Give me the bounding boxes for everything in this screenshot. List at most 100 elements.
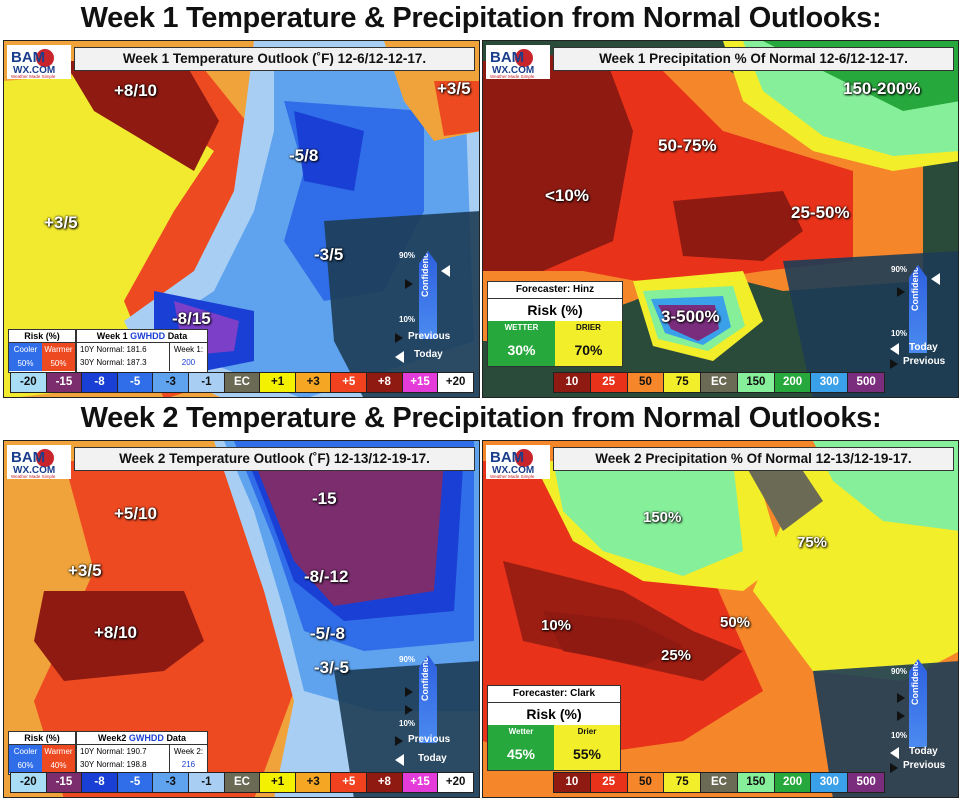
w1p-label-3: <10% [545, 186, 589, 205]
w2t-conf-label: Confidence [420, 651, 430, 701]
w2t-conf-high: 90% [399, 655, 416, 664]
w2t-gwhdd-wk-label: Week 2: [173, 747, 204, 756]
w1t-previous-text: Previous [408, 331, 451, 342]
w1t-risk-cooler: Cooler [9, 343, 42, 357]
temp-legend-swatch: +3 [295, 773, 332, 792]
w2t-risk-box: Risk (%) Cooler Warmer 60% 40% [8, 731, 76, 775]
temp-legend-swatch: +3 [295, 373, 332, 392]
temp-legend-swatch: -3 [153, 373, 190, 392]
w1p-label-2: 50-75% [658, 136, 717, 155]
w2p-wetter-val: 45% [488, 738, 554, 770]
w2p-forecaster: Forecaster: Clark [488, 686, 620, 703]
w2t-previous-marker-icon [405, 687, 413, 697]
w2t-label-5: +8/10 [94, 623, 138, 642]
w2p-previous-text: Previous [903, 760, 946, 771]
w1p-wetter-val: 30% [488, 334, 555, 366]
w2t-label-4: -8/-12 [304, 567, 349, 586]
w1p-conf-low: 10% [891, 329, 908, 338]
w2t-gwhdd-week: Week2 [98, 733, 127, 743]
w2t-color-legend: -20 -15 -8 -5 -3 -1 EC +1 +3 +5 +8 +15 +20 [10, 772, 474, 793]
w1t-risk-title: Risk (%) [9, 330, 75, 343]
temp-legend-swatch: +8 [367, 773, 403, 792]
w2p-risk-title: Risk (%) [526, 706, 582, 722]
w1p-conf-label: Confidence [910, 261, 920, 311]
precip-legend-swatch: 25 [590, 773, 628, 792]
w1t-color-legend: -20 -15 -8 -5 -3 -1 EC +1 +3 +5 +8 +15 +20 [10, 372, 474, 393]
temp-legend-swatch: -20 [11, 373, 47, 392]
w2p-today-icon [890, 747, 899, 759]
w2t-risk-warmer-val: 40% [42, 759, 75, 773]
bamwx-logo-image: BAM WX.COM Weather Made Simple [7, 45, 71, 79]
w2p-label-2: 75% [797, 534, 828, 551]
temp-legend-swatch: -3 [153, 773, 190, 792]
week2-precipitation-panel: Week 2 Precipitation % Of Normal 12-13/1… [482, 440, 959, 798]
svg-text:Weather Made Simple: Weather Made Simple [11, 474, 56, 479]
bamwx-logo-2: BAM WX.COM Weather Made Simple [486, 45, 550, 79]
w2t-gwhdd-10y: 10Y Normal: 190.7 [80, 747, 147, 756]
w1t-gwhdd-30y: 30Y Normal: 187.3 [80, 358, 147, 367]
w1p-confidence: 90% 10% Confidence [889, 251, 941, 361]
svg-text:BAM: BAM [11, 49, 45, 66]
w1t-risk-warmer: Warmer [42, 343, 75, 357]
w2p-color-legend: 10 25 50 75 EC 150 200 300 500 [553, 772, 885, 793]
w1t-conf-low: 10% [399, 315, 416, 324]
week2-precipitation-title: Week 2 Precipitation % Of Normal 12-13/1… [553, 447, 954, 471]
w1p-previous-marker-icon [897, 287, 905, 297]
w2t-gwhdd-30y: 30Y Normal: 198.8 [80, 760, 147, 769]
w1p-wetter: WETTER [488, 321, 555, 334]
temp-legend-swatch: -5 [117, 373, 154, 392]
w2t-today-icon [395, 754, 404, 766]
w1t-label-3: -5/8 [289, 146, 319, 165]
w1p-drier: DRIER [555, 321, 622, 334]
w1t-label-1: +8/10 [114, 81, 158, 100]
precip-legend-swatch: 10 [554, 773, 591, 792]
w2t-previous-marker-icon-2 [405, 705, 413, 715]
precip-legend-swatch: 150 [737, 773, 775, 792]
w1t-label-2: +3/5 [44, 213, 78, 232]
precip-legend-swatch: 500 [848, 373, 885, 392]
w2p-conf-bar: Confidence [909, 659, 927, 747]
w2t-label-2: -15 [312, 489, 337, 508]
w1t-today-text: Today [414, 349, 443, 360]
w2t-conf-bar: Confidence [419, 655, 437, 743]
w1t-conf-high: 90% [399, 251, 416, 260]
w1t-label-5: -3/5 [314, 245, 344, 264]
svg-text:WX.COM: WX.COM [13, 465, 55, 476]
svg-text:WX.COM: WX.COM [13, 65, 55, 76]
w2t-gwhdd-box: Week2 GWHDD Data 10Y Normal: 190.7 30Y N… [76, 731, 208, 775]
w1t-gwhdd-name: GWHDD [130, 331, 166, 341]
w1t-gwhdd-week: Week 1 [96, 331, 128, 341]
temp-legend-swatch: -15 [46, 373, 83, 392]
w1p-color-legend: 10 25 50 75 EC 150 200 300 500 [553, 372, 885, 393]
week2-temperature-panel: Week 2 Temperature Outlook (˚F) 12-13/12… [3, 440, 480, 798]
svg-text:BAM: BAM [490, 49, 524, 66]
w2t-risk-title: Risk (%) [9, 732, 75, 745]
w2t-gwhdd-wk-val: 216 [181, 760, 196, 769]
w2t-gwhdd-name: GWHDD [128, 733, 164, 743]
precip-legend-swatch: 50 [627, 773, 665, 792]
week2-temperature-title: Week 2 Temperature Outlook (˚F) 12-13/12… [74, 447, 475, 471]
week1-heading: Week 1 Temperature & Precipitation from … [80, 2, 882, 34]
temp-legend-swatch: +1 [260, 773, 296, 792]
precip-legend-swatch: 200 [774, 373, 812, 392]
svg-text:BAM: BAM [490, 449, 524, 466]
precip-legend-swatch: 300 [811, 773, 849, 792]
w2t-today-text: Today [418, 753, 447, 764]
w2p-conf-low: 10% [891, 731, 908, 740]
w1p-forecaster: Forecaster: Hinz [488, 282, 622, 299]
bamwx-logo-image-4: BAM WX.COM Weather Made Simple [486, 445, 550, 479]
temp-legend-swatch: -1 [189, 373, 225, 392]
svg-text:Weather Made Simple: Weather Made Simple [490, 74, 535, 79]
w1t-label-4: +3/5 [437, 79, 471, 98]
w2t-label-6: -5/-8 [310, 624, 345, 643]
w2p-previous-marker-icon [897, 693, 905, 703]
week2-heading: Week 2 Temperature & Precipitation from … [80, 402, 882, 434]
w2p-label-5: 25% [661, 647, 692, 664]
w2t-previous-text: Previous [408, 734, 451, 745]
temp-legend-swatch: +15 [402, 773, 439, 792]
w1t-label-6: -8/15 [172, 309, 211, 328]
w1t-conf-label: Confidence [420, 247, 430, 297]
w1t-today-marker-icon [441, 265, 450, 277]
w2p-conf-label: Confidence [910, 655, 920, 705]
w1p-previous-text: Previous [903, 356, 946, 367]
